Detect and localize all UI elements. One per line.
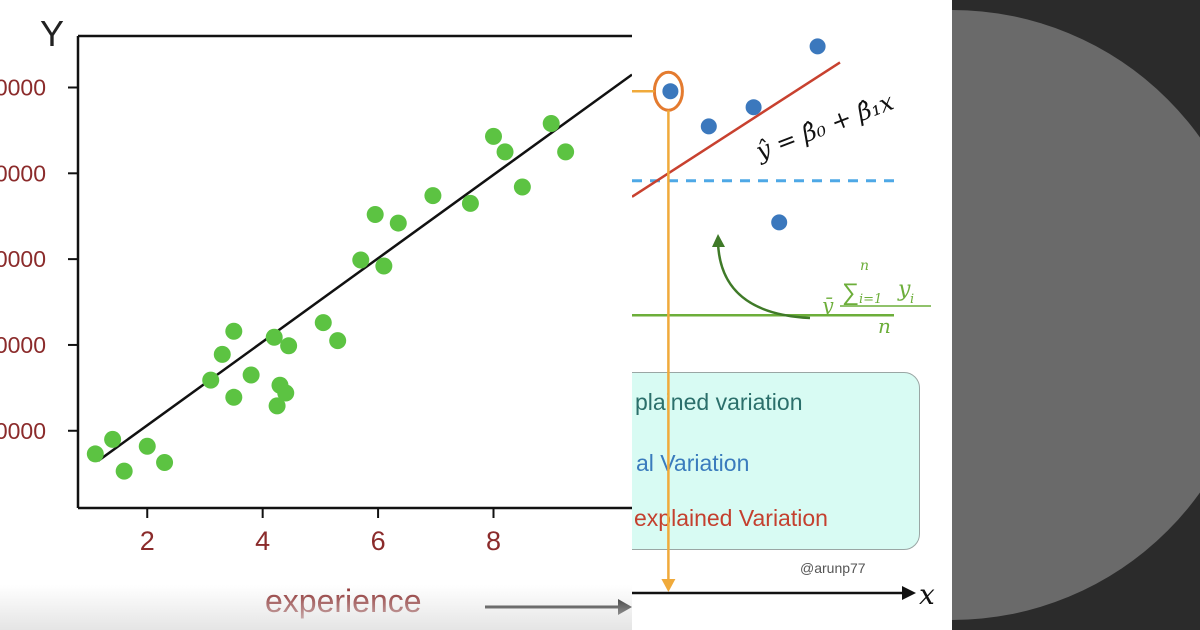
data-point	[461, 194, 479, 212]
legend-explained-variation: plained variation	[635, 389, 803, 415]
data-point	[496, 143, 514, 161]
regression-line	[97, 73, 632, 462]
data-point	[366, 206, 384, 224]
data-point	[225, 388, 243, 406]
data-point	[542, 115, 560, 133]
variation-diagram: ŷ = β̂₀ + β̂₁x ȳ ∑ n i=1 y i n x	[632, 38, 935, 611]
x-tick-label: 4	[255, 526, 270, 556]
data-point	[202, 371, 220, 389]
y-tick-label: 0000	[0, 160, 46, 186]
mean-arrow	[716, 242, 811, 320]
legend-unexplained-variation: explained Variation	[634, 505, 828, 531]
data-point	[156, 454, 174, 472]
gray-disc	[952, 10, 1200, 620]
data-point	[277, 384, 295, 402]
x-tick-label: 8	[486, 526, 501, 556]
data-point	[375, 257, 393, 275]
data-point	[314, 314, 332, 332]
y-tick-label: 0000	[0, 418, 46, 444]
data-point	[280, 337, 298, 355]
sum-upper-limit: n	[860, 258, 869, 274]
y-tick-label: 0000	[0, 246, 46, 272]
data-point	[771, 214, 788, 231]
data-point	[86, 445, 104, 463]
mean-formula: ȳ ∑ n i=1 y i n	[821, 258, 931, 338]
data-point	[809, 38, 826, 55]
data-point	[352, 251, 370, 269]
legend-total-variation: al Variation	[636, 450, 750, 476]
mean-arrow-head	[712, 234, 725, 247]
sum-term-subscript: i	[910, 292, 914, 307]
data-point	[104, 430, 122, 448]
data-point	[662, 83, 679, 100]
variation-diagram-panel: ŷ = β̂₀ + β̂₁x ȳ ∑ n i=1 y i n x plained…	[632, 0, 952, 630]
data-point	[485, 127, 502, 145]
data-point	[513, 178, 531, 196]
sum-symbol: ∑	[842, 279, 859, 306]
data-point	[329, 332, 347, 350]
data-point	[265, 328, 283, 346]
data-point	[424, 187, 442, 205]
data-point	[225, 322, 243, 340]
data-point	[268, 397, 286, 415]
data-point	[115, 462, 133, 480]
data-point	[557, 143, 575, 161]
y-tick-label: 0000	[0, 332, 46, 358]
fit-line	[632, 61, 841, 198]
bottom-fade	[0, 585, 632, 630]
x-axis-label-right: x	[919, 578, 935, 611]
decorative-dark-panel	[952, 0, 1200, 630]
sum-term: y	[897, 277, 911, 302]
equation-label: ŷ = β̂₀ + β̂₁x	[751, 87, 898, 166]
data-point	[138, 437, 156, 455]
mean-label: ȳ	[821, 293, 834, 317]
data-point	[242, 366, 260, 384]
data-point	[213, 345, 231, 363]
sum-lower-limit: i=1	[859, 292, 882, 307]
x-tick-label: 6	[371, 526, 386, 556]
data-point	[700, 118, 717, 135]
y-axis-label: Y	[40, 13, 64, 54]
data-point	[389, 214, 407, 232]
y-tick-label: 0000	[0, 74, 46, 100]
data-point	[745, 99, 762, 116]
fraction-denominator: n	[878, 314, 891, 338]
variation-legend: plained variation al Variation explained…	[632, 372, 920, 550]
credit-text: @arunp77	[800, 560, 866, 576]
x-tick-label: 2	[140, 526, 155, 556]
